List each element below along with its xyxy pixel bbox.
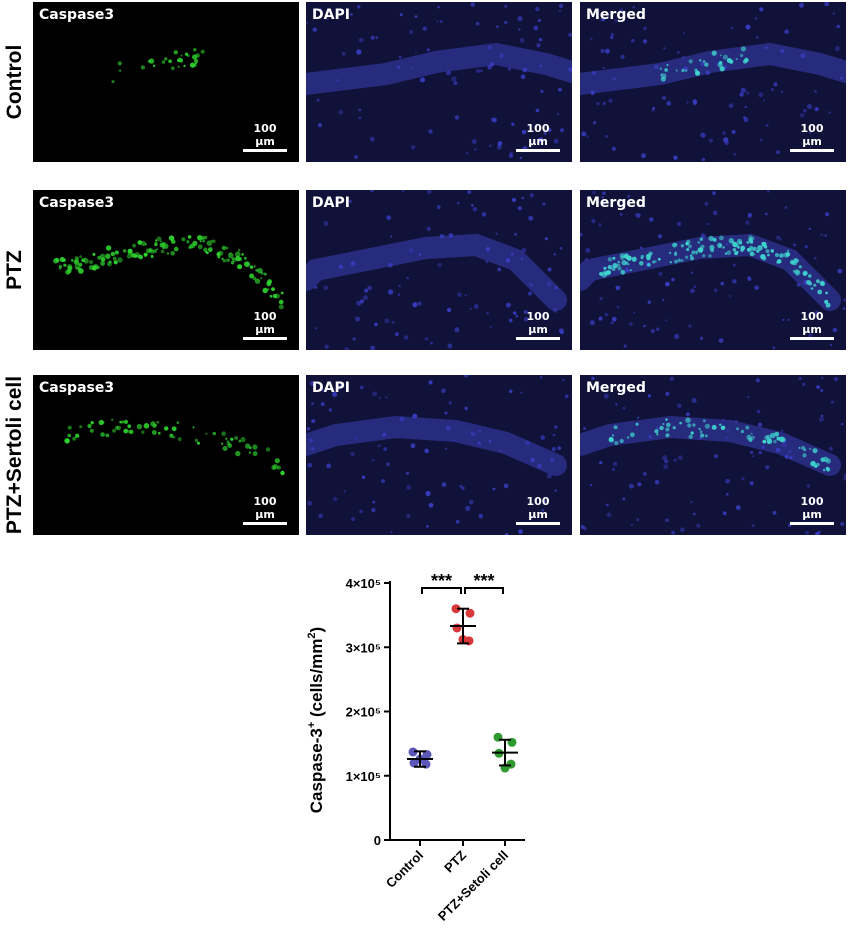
significance-label: *** [431, 571, 452, 591]
scale-bar-line [516, 337, 560, 340]
y-tick-label: 4×10⁵ [346, 576, 381, 591]
scale-bar-line [243, 337, 287, 340]
scale-bar-line [790, 522, 834, 525]
y-tick-label: 0 [374, 833, 381, 848]
scale-bar-line [516, 522, 560, 525]
row-label-text: PTZ+Sertoli cell [3, 375, 26, 535]
row-label-sertoli: PTZ+Sertoli cell [0, 375, 30, 535]
scale-bar-label: 100 µm [253, 310, 277, 336]
y-tick-label: 1×10⁵ [346, 769, 381, 784]
scale-bar-label: 100 µm [253, 495, 277, 521]
micrograph-control-blue: DAPI 100 µm [306, 2, 572, 162]
scale-bar: 100 µm [243, 495, 287, 525]
y-tick-label: 3×10⁵ [346, 640, 381, 655]
data-point [451, 604, 461, 614]
scale-bar-line [516, 149, 560, 152]
scale-bar: 100 µm [516, 122, 560, 152]
scale-bar: 100 µm [790, 122, 834, 152]
panel-title: DAPI [312, 195, 350, 211]
x-tick-label: Control [383, 848, 426, 891]
micrograph-image [580, 2, 846, 162]
scale-bar: 100 µm [790, 310, 834, 340]
x-tick-label: PTZ [441, 847, 469, 875]
scale-bar-label: 100 µm [253, 122, 277, 148]
scale-bar: 100 µm [516, 495, 560, 525]
significance-bracket [421, 587, 462, 594]
scale-bar: 100 µm [243, 122, 287, 152]
panel-title: Caspase3 [39, 195, 115, 211]
data-point [465, 608, 475, 618]
panel-title: DAPI [312, 380, 350, 396]
scale-bar: 100 µm [790, 495, 834, 525]
scale-bar-line [243, 522, 287, 525]
significance-label: *** [473, 571, 494, 591]
micrograph-image [580, 190, 846, 349]
scale-bar-label: 100 µm [800, 310, 824, 336]
micrograph-image [64, 418, 285, 476]
scale-bar-label: 100 µm [800, 122, 824, 148]
significance-bracket [464, 587, 504, 594]
panel-title: Merged [586, 7, 646, 23]
y-tick-label: 2×10⁵ [346, 705, 381, 720]
row-label-ptz: PTZ [0, 190, 30, 350]
micrograph-sertoli-blue: DAPI 100 µm [306, 375, 572, 535]
micrograph-ptz-green: Caspase3 100 µm [33, 190, 299, 350]
panel-title: Caspase3 [39, 7, 115, 23]
micrograph-ptz-merged: Merged 100 µm [580, 190, 846, 350]
row-label-text: Control [3, 44, 26, 120]
micrograph-image [306, 375, 569, 535]
scale-bar-label: 100 µm [800, 495, 824, 521]
micrograph-sertoli-merged: Merged 100 µm [580, 375, 846, 535]
scale-bar-line [243, 149, 287, 152]
micrograph-sertoli-green: Caspase3 100 µm [33, 375, 299, 535]
scale-bar-label: 100 µm [526, 122, 550, 148]
micrograph-ptz-blue: DAPI 100 µm [306, 190, 572, 350]
micrograph-image [53, 235, 284, 310]
chart-y-axis-label: Caspase-3+ (cells/mm2) [306, 627, 326, 813]
scale-bar-label: 100 µm [526, 310, 550, 336]
micrograph-control-merged: Merged 100 µm [580, 2, 846, 162]
micrograph-image [306, 190, 567, 350]
scale-bar-line [790, 337, 834, 340]
data-point [452, 623, 462, 633]
row-label-control: Control [0, 2, 30, 162]
scale-bar: 100 µm [516, 310, 560, 340]
micrograph-image [111, 48, 205, 84]
micrograph-image [306, 2, 572, 160]
panel-title: Caspase3 [39, 380, 115, 396]
row-label-text: PTZ [3, 250, 26, 290]
scale-bar-line [790, 149, 834, 152]
micrograph-image [580, 376, 846, 535]
data-point [408, 747, 418, 757]
panel-title: Merged [586, 380, 646, 396]
micrograph-control-green: Caspase3 100 µm [33, 2, 299, 162]
scale-bar: 100 µm [243, 310, 287, 340]
panel-title: DAPI [312, 7, 350, 23]
scale-bar-label: 100 µm [526, 495, 550, 521]
panel-title: Merged [586, 195, 646, 211]
caspase3-scatter-chart: Caspase-3+ (cells/mm2) 0 1×10⁵ 2×10⁵ 3×10⁵ 4… [306, 571, 525, 924]
